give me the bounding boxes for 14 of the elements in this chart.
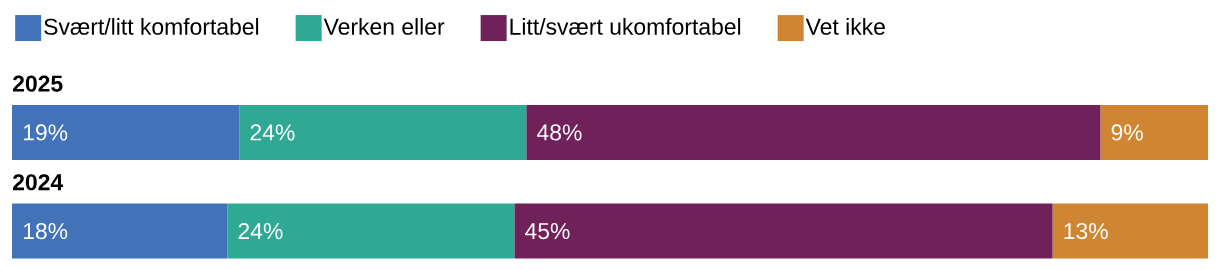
data-label: 48% xyxy=(537,124,582,141)
data-label: 9% xyxy=(1111,124,1143,141)
legend-label: Vet ikke xyxy=(805,18,885,35)
data-label: 19% xyxy=(23,124,68,141)
data-label: 18% xyxy=(23,222,68,240)
y-tick-label: 2025 xyxy=(13,75,63,92)
data-label: 24% xyxy=(250,124,295,141)
data-label: 13% xyxy=(1064,222,1108,240)
data-label: 24% xyxy=(238,223,283,240)
y-tick-label: 2024 xyxy=(13,174,64,191)
legend-label: Verken eller xyxy=(323,18,445,35)
legend-label: Svært/litt komfortabel xyxy=(44,18,259,35)
legend-label: Litt/svært ukomfortabel xyxy=(510,18,741,35)
data-label: 45% xyxy=(525,223,570,240)
